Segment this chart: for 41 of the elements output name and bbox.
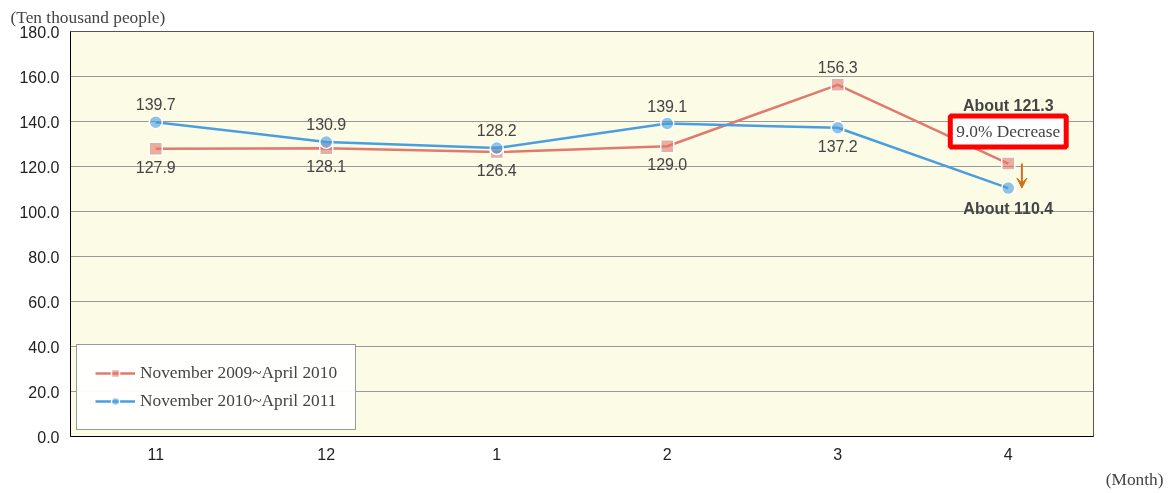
x-tick-label: 11 (147, 445, 165, 463)
data-label: 139.7 (135, 96, 176, 114)
y-tick-label: 160.0 (19, 68, 60, 86)
y-tick-label: 60.0 (28, 293, 60, 311)
point (148, 114, 163, 130)
data-label: 129.0 (647, 156, 688, 174)
point (148, 141, 163, 156)
data-label: 130.9 (306, 115, 347, 133)
data-label: 156.3 (817, 58, 858, 76)
data-label: 128.2 (476, 122, 517, 140)
data-label: 126.4 (476, 162, 517, 180)
data-label: 139.1 (647, 97, 688, 115)
x-tick-label: 4 (1003, 445, 1013, 463)
x-tick-label: 1 (492, 445, 502, 463)
point (1001, 180, 1016, 196)
y-tick-label: 80.0 (28, 248, 60, 266)
legend-label: November 2010~April 2011 (140, 391, 337, 411)
y-tick-label: 120.0 (19, 158, 60, 176)
data-label: About 110.4 (963, 200, 1054, 218)
y-tick-label: 0.0 (37, 428, 60, 446)
legend-label: November 2009~April 2010 (140, 363, 338, 383)
point (830, 120, 845, 136)
data-label: 128.1 (306, 158, 347, 176)
y-tick-label: 100.0 (19, 203, 60, 221)
y-tick-label: 140.0 (19, 113, 60, 131)
annotation: 9.0% Decrease (956, 122, 1061, 142)
x-tick-label: 12 (317, 445, 336, 463)
point (660, 116, 675, 131)
y-tick-label: 40.0 (28, 338, 60, 356)
data-label: 137.2 (817, 137, 858, 155)
x-tick-label: 2 (662, 445, 672, 463)
x-axis-title: (Month) (1105, 469, 1164, 489)
point (660, 139, 675, 154)
data-label: About 121.3 (962, 96, 1054, 114)
point (830, 77, 845, 93)
y-tick-label: 20.0 (28, 383, 60, 401)
data-label: 127.9 (135, 158, 176, 176)
point (489, 140, 504, 156)
point (1001, 156, 1016, 171)
point (319, 134, 334, 150)
x-tick-label: 3 (833, 445, 843, 463)
